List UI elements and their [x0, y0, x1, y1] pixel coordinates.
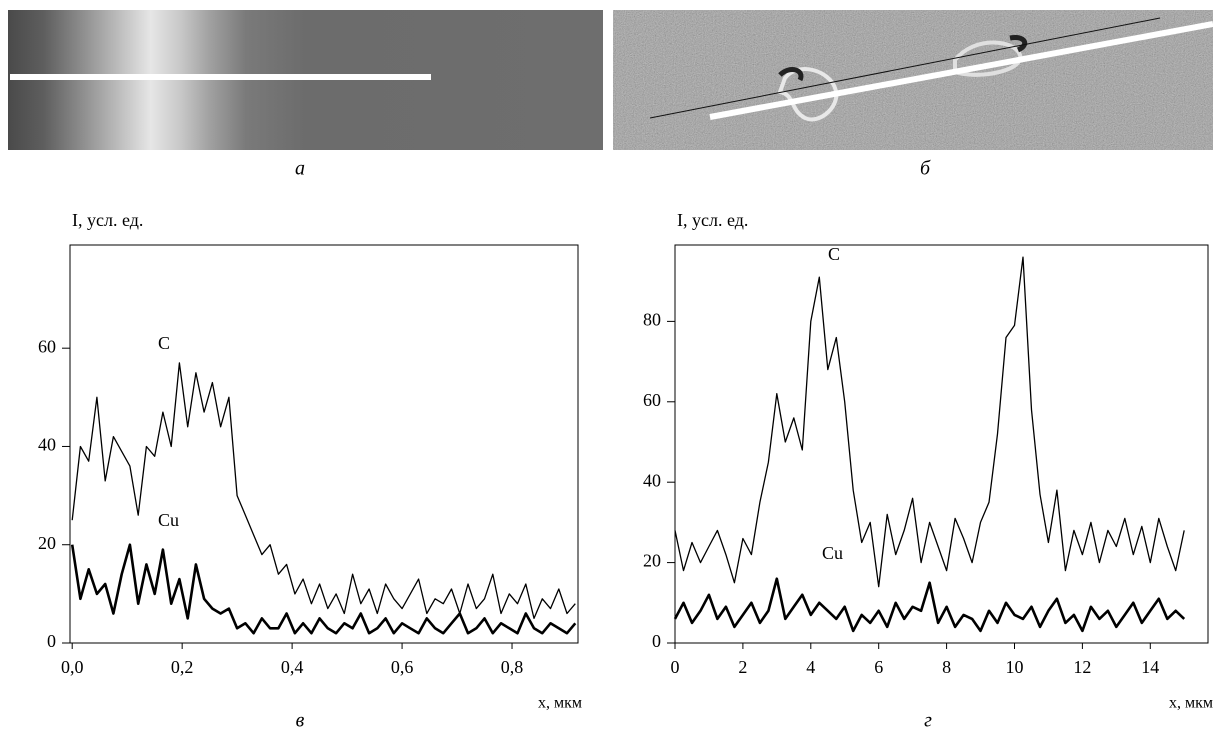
panel-caption: а [295, 158, 305, 180]
plot-frame [674, 244, 1209, 644]
x-tick-label: 0,8 [501, 657, 524, 677]
series-label: C [828, 244, 840, 264]
y-axis-label: I, усл. ед. [72, 210, 143, 230]
y-tick-label: 60 [643, 390, 661, 410]
series-line [673, 577, 1186, 633]
x-tick-label: 4 [806, 657, 815, 677]
series-label: C [158, 333, 170, 353]
y-tick-label: 40 [38, 435, 56, 455]
x-tick-label: 0,6 [391, 657, 414, 677]
panel-caption: б [920, 158, 931, 180]
x-tick-label: 0,0 [61, 657, 84, 677]
series-label: Cu [158, 510, 179, 530]
x-axis-label: x, мкм [538, 695, 582, 712]
x-tick-label: 0,2 [171, 657, 194, 677]
series-label: Cu [822, 543, 843, 563]
y-tick-label: 40 [643, 470, 661, 490]
x-tick-label: 10 [1005, 657, 1023, 677]
y-axis-label: I, усл. ед. [677, 210, 748, 230]
x-tick-label: 0,4 [281, 657, 304, 677]
series-line [674, 256, 1185, 588]
y-tick-label: 20 [38, 533, 56, 553]
y-tick-label: 80 [643, 310, 661, 330]
x-tick-label: 2 [738, 657, 747, 677]
panel-caption: г [924, 710, 932, 732]
y-tick-label: 20 [643, 551, 661, 571]
y-tick-label: 60 [38, 336, 56, 356]
x-tick-label: 6 [874, 657, 883, 677]
y-tick-label: 0 [652, 631, 661, 651]
plot-frame [69, 244, 579, 644]
x-tick-label: 8 [942, 657, 951, 677]
image-b [613, 10, 1213, 150]
x-tick-label: 14 [1141, 657, 1159, 677]
series-line [70, 543, 577, 635]
x-tick-label: 12 [1073, 657, 1091, 677]
series-line [71, 362, 576, 620]
image-a [8, 10, 603, 150]
x-axis-label: x, мкм [1169, 695, 1213, 712]
x-tick-label: 0 [671, 657, 680, 677]
y-tick-label: 0 [47, 631, 56, 651]
panel-caption: в [296, 710, 305, 732]
